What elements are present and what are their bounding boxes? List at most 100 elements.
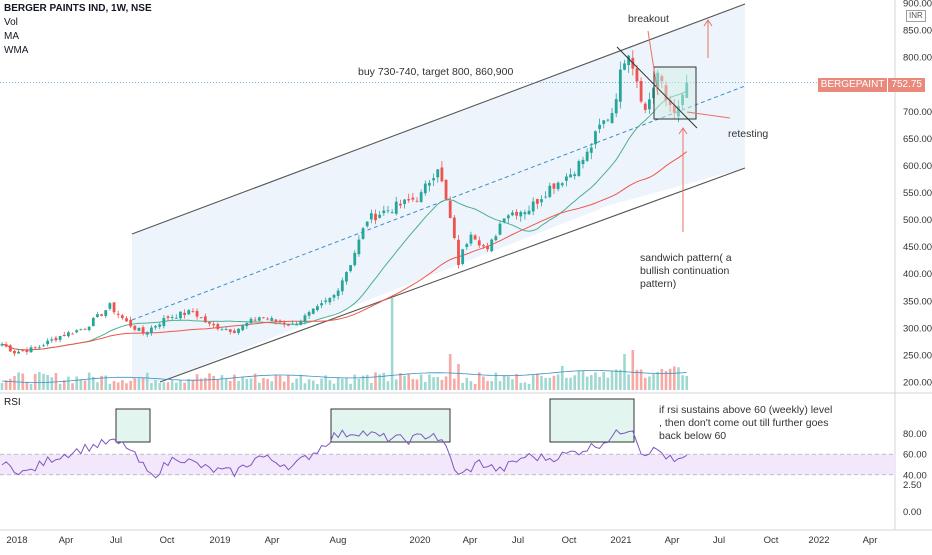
candle-body	[237, 328, 240, 333]
candle-body	[91, 318, 95, 327]
volume-bar	[469, 381, 473, 390]
retest-box	[653, 66, 697, 120]
candle-body	[623, 63, 626, 70]
candle-body	[502, 218, 506, 223]
chart-legend: BERGER PAINTS IND, 1W, NSE Vol MA WMA	[4, 2, 152, 58]
rsi-y-tick-label: 0.00	[903, 507, 922, 518]
volume-bar	[195, 374, 199, 390]
volume-bar	[569, 377, 572, 390]
volume-bar	[100, 375, 103, 390]
volume-bar	[643, 377, 647, 390]
legend-ma[interactable]: MA	[4, 31, 19, 42]
candle-body	[378, 214, 382, 218]
candle-body	[585, 151, 589, 161]
candle-body	[316, 306, 319, 311]
candle-body	[610, 113, 614, 124]
candle-body	[145, 332, 149, 335]
y-tick-label: 300.00	[903, 323, 932, 334]
legend-wma[interactable]: WMA	[4, 45, 29, 56]
volume-bar	[112, 381, 116, 390]
currency-label[interactable]: INR	[906, 10, 926, 22]
candle-body	[245, 322, 249, 327]
volume-bar	[341, 378, 344, 390]
rsi-y-tick-label: 60.00	[903, 450, 927, 461]
x-tick-label: 2019	[209, 535, 230, 546]
candle-body	[100, 314, 103, 316]
volume-bar	[602, 372, 606, 390]
volume-bar	[639, 369, 643, 390]
volume-bar	[685, 375, 689, 390]
candle-body	[187, 310, 191, 315]
candle-body	[477, 240, 481, 246]
candle-body	[361, 228, 365, 239]
volume-bar	[681, 375, 684, 390]
candle-body	[0, 344, 4, 346]
volume-bar	[415, 379, 419, 390]
candle-body	[299, 321, 303, 325]
volume-bar	[141, 377, 145, 390]
candle-body	[67, 332, 70, 337]
x-tick-label: Apr	[265, 535, 280, 546]
candle-body	[37, 346, 41, 348]
candle-body	[560, 183, 564, 186]
candle-body	[162, 318, 166, 327]
candle-body	[448, 200, 452, 219]
candle-body	[457, 239, 460, 266]
volume-bar	[590, 374, 593, 390]
candle-body	[565, 176, 568, 181]
volume-bar	[4, 380, 8, 390]
legend-vol[interactable]: Vol	[4, 17, 18, 28]
y-tick-label: 500.00	[903, 215, 932, 226]
candle-body	[120, 315, 124, 319]
volume-bar	[370, 382, 373, 390]
volume-bar	[531, 375, 535, 390]
volume-bar	[428, 374, 431, 390]
candle-body	[386, 210, 390, 212]
volume-bar	[199, 378, 203, 390]
breakout-annotation: breakout	[628, 13, 669, 25]
retesting-arrow	[686, 111, 731, 119]
chart-title: BERGER PAINTS IND, 1W, NSE	[4, 3, 152, 14]
candle-body	[166, 316, 170, 318]
volume-bar	[486, 381, 489, 390]
candle-body	[174, 317, 178, 319]
volume-bar	[158, 383, 161, 390]
candle-body	[224, 329, 228, 330]
candle-body	[249, 318, 253, 323]
candle-body	[291, 323, 294, 325]
volume-bar	[536, 373, 539, 390]
volume-bar	[154, 379, 157, 390]
volume-bar	[635, 370, 639, 390]
volume-bar	[494, 372, 498, 390]
candle-body	[432, 178, 435, 181]
candle-body	[108, 303, 112, 309]
volume-bar	[544, 377, 547, 390]
volume-bar	[17, 372, 20, 390]
rsi-panel-label[interactable]: RSI	[4, 397, 21, 408]
volume-bar	[677, 367, 680, 390]
volume-bar	[324, 375, 327, 390]
candle-body	[515, 211, 518, 216]
candle-body	[295, 324, 299, 326]
rsi-y-tick-label: 40.00	[903, 470, 927, 481]
volume-bar	[0, 382, 4, 390]
candle-body	[17, 351, 20, 354]
volume-bar	[627, 374, 630, 390]
volume-bar	[353, 374, 357, 390]
candle-body	[203, 316, 207, 323]
y-tick-label: 250.00	[903, 350, 932, 361]
volume-bar	[191, 380, 195, 390]
candle-body	[282, 322, 286, 325]
candle-body	[436, 169, 440, 178]
candle-body	[452, 217, 456, 238]
candle-body	[415, 200, 419, 202]
candle-body	[569, 174, 572, 178]
sandwich-line-1: sandwich pattern( a	[640, 252, 732, 264]
sandwich-line-2: bullish continuation	[640, 265, 730, 277]
candle-body	[482, 245, 485, 247]
volume-bar	[175, 382, 178, 390]
volume-bar	[594, 372, 597, 390]
volume-bar	[465, 377, 469, 390]
volume-bar	[104, 375, 108, 390]
